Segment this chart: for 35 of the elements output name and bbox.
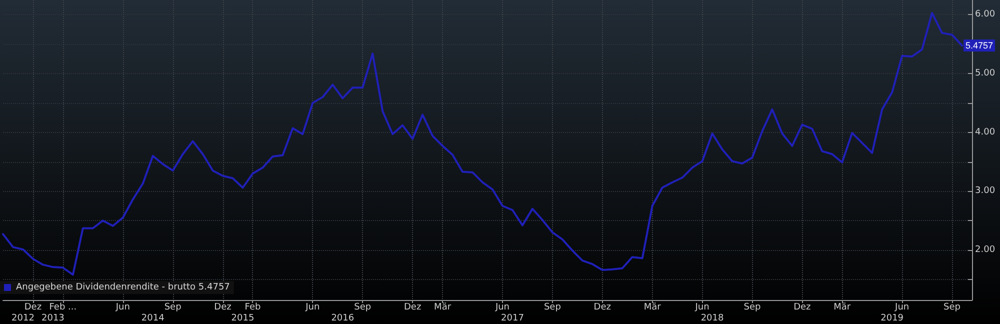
- x-tick-label: Dez: [404, 302, 422, 312]
- y-tick-label: 3.00: [975, 186, 996, 196]
- x-tick-label: 2013: [41, 314, 64, 324]
- x-tick-label: Dez: [594, 302, 612, 312]
- x-tick-label: Sep: [164, 302, 182, 312]
- x-tick-label: Sep: [544, 302, 562, 312]
- x-tick-label: Feb: [244, 302, 261, 312]
- x-tick-label: Dez: [24, 302, 42, 312]
- legend-label: Angegebene Dividendenrendite - brutto 5.4757: [16, 282, 230, 292]
- y-tick-label: 4.00: [975, 127, 996, 138]
- x-tick-label: Mär: [644, 302, 662, 312]
- x-tick-label: Jun: [114, 302, 130, 312]
- x-tick-label: 2017: [501, 314, 524, 324]
- x-tick-label: 2018: [700, 314, 724, 324]
- x-tick-label: 2019: [880, 314, 904, 324]
- x-tick-label: Mär: [834, 302, 851, 312]
- x-tick-label: 2016: [331, 314, 354, 324]
- y-tick-label: 2.00: [975, 245, 996, 255]
- x-tick-label: Jun: [494, 302, 510, 312]
- x-tick-label: Jun: [894, 302, 910, 312]
- x-tick-label: Sep: [744, 302, 761, 312]
- x-tick-label: Dez: [794, 302, 812, 312]
- x-tick-label: Mär: [434, 302, 452, 312]
- x-tick-label: Jun: [694, 302, 710, 312]
- y-tick-label: 6.00: [975, 10, 996, 20]
- x-tick-label: Sep: [944, 302, 961, 312]
- x-tick-label: Dez: [214, 302, 232, 312]
- x-tick-label: Feb ...: [49, 302, 77, 312]
- x-tick-label: 2012: [12, 314, 34, 324]
- y-tick-label: 5.00: [975, 68, 996, 79]
- x-tick-label: Sep: [354, 302, 372, 312]
- x-tick-label: Jun: [304, 302, 320, 312]
- x-tick-label: 2014: [141, 314, 165, 324]
- x-tick-label: 2015: [231, 314, 254, 324]
- data-label: 5.4757: [966, 40, 994, 51]
